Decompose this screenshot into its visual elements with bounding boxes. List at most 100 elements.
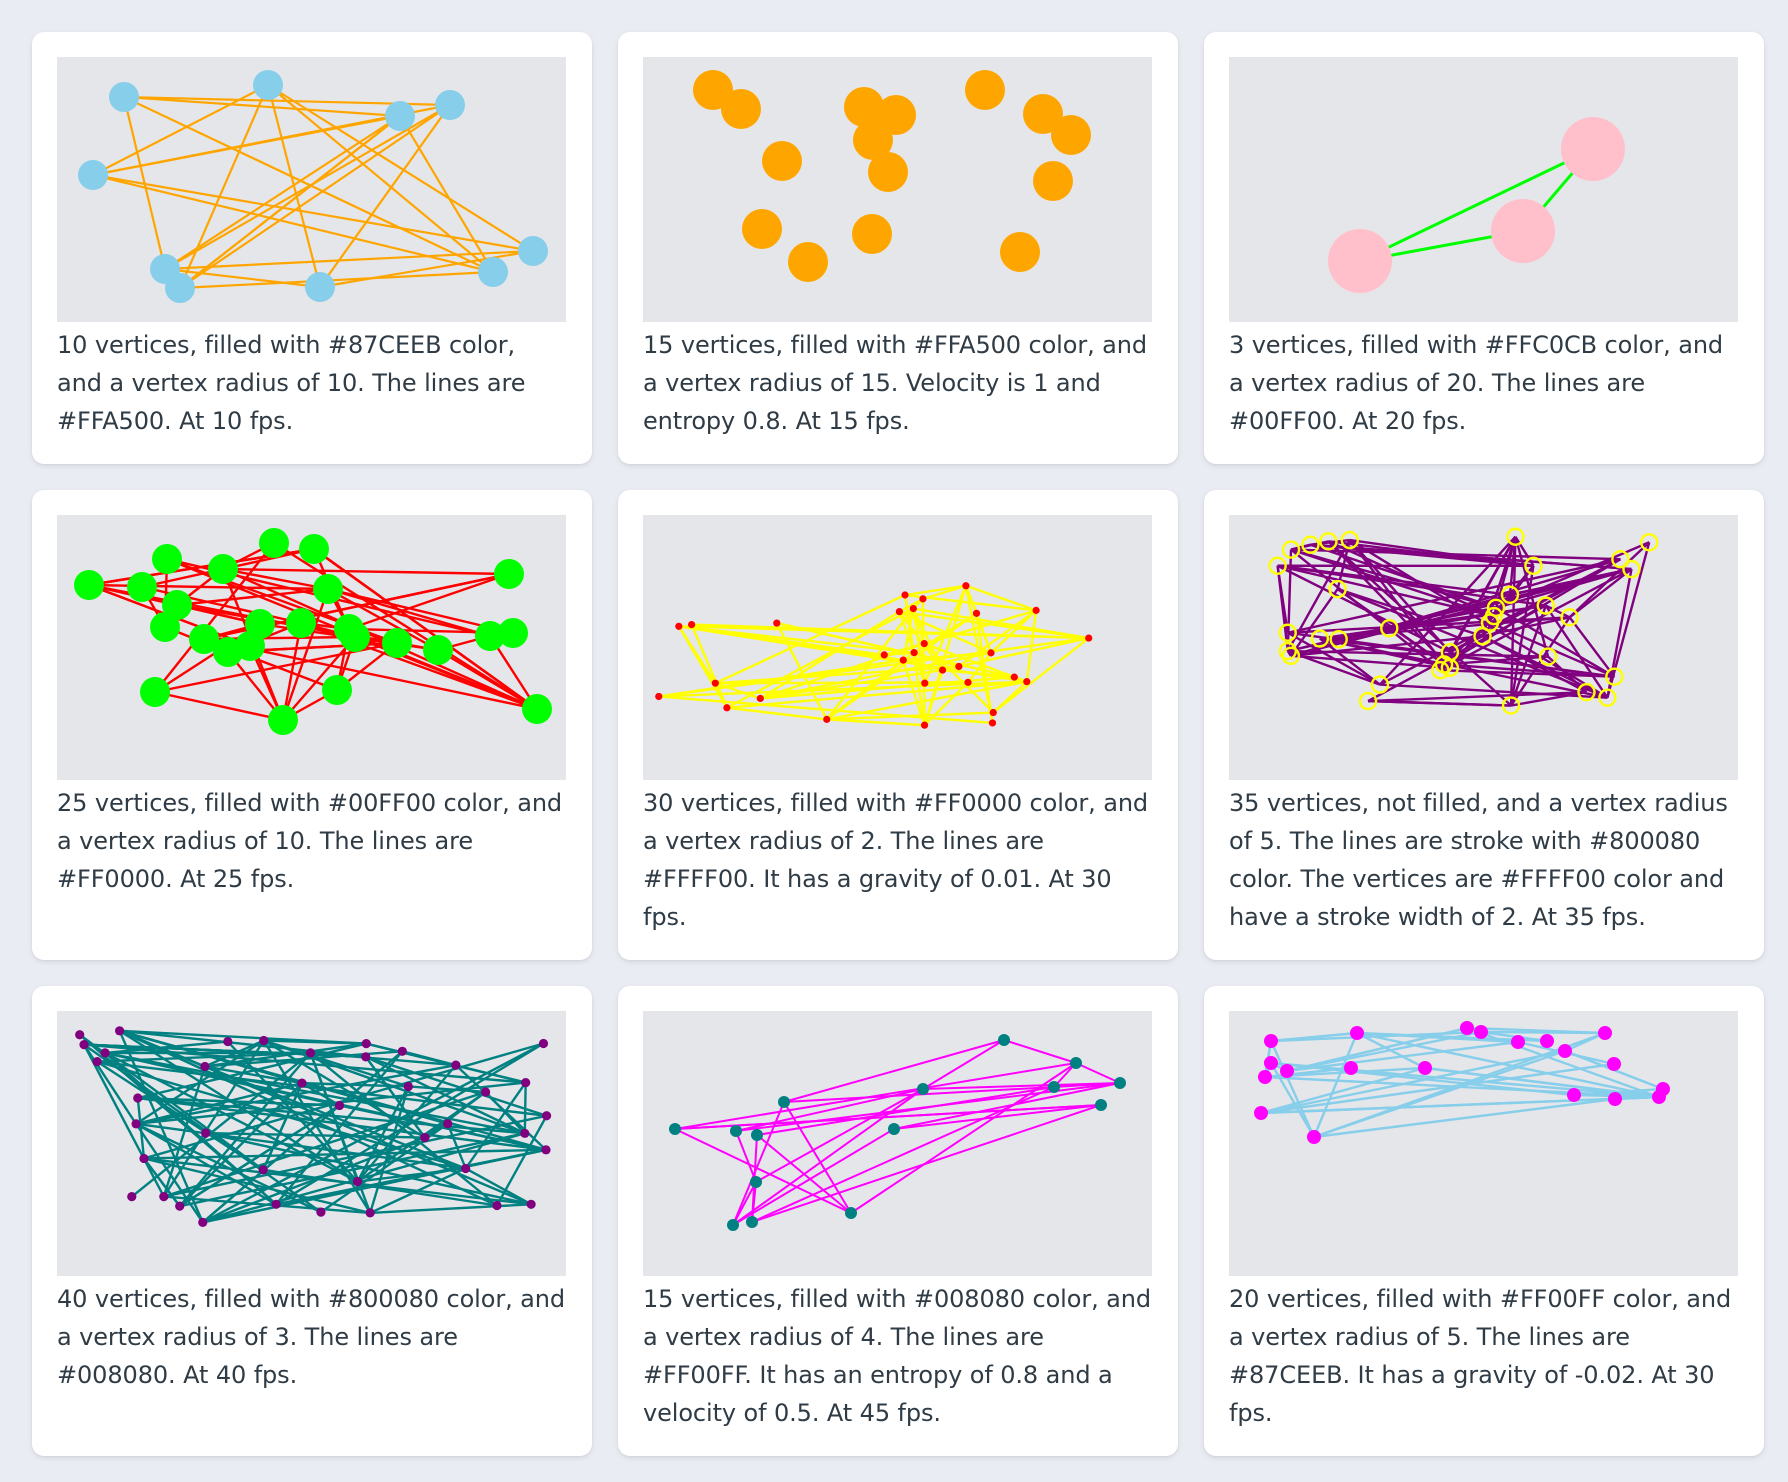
graph-svg [74,528,552,735]
graph-edge [1270,1031,1358,1043]
graph-vertex [1501,696,1521,715]
graph-vertex [140,677,170,707]
graph-card: 15 vertices, filled with #008080 color, … [618,986,1178,1456]
graph-edge [123,96,494,273]
graph-edge [123,95,401,118]
graph-vertex [742,209,782,249]
graph-edge [1337,587,1483,638]
graph-vertex [385,101,415,131]
graph-edge [267,84,534,252]
graph-vertex [492,1200,502,1211]
graph-canvas [643,1011,1152,1276]
graph-vertex [1491,199,1555,263]
graph-edge [1509,565,1535,706]
graph-vertex [1611,549,1630,569]
graph-vertex [901,591,909,599]
graph-edge [893,1082,1121,1130]
graph-svg [1328,117,1625,293]
graph-edge [898,597,924,613]
graph-edge [119,1029,303,1085]
graph-edge [942,668,1015,679]
graph-edge [732,1128,895,1226]
graph-edge [921,598,926,726]
graph-edge [78,1033,277,1206]
graph-edge [348,572,510,631]
graph-vertex [541,1145,551,1155]
graph-edge [1568,568,1633,619]
graph-vertex [998,1034,1010,1046]
graph-edge [674,1128,852,1214]
graph-vertex [1328,229,1392,293]
graph-edge [1269,1040,1316,1138]
graph-vertex [521,1077,531,1088]
graph-edge [783,1086,1055,1103]
graph-vertex [1114,1077,1126,1089]
graph-edge [674,1104,1102,1130]
graph-edge [82,1044,165,1198]
graph-edge [735,1130,757,1183]
graph-caption: 10 vertices, filled with #87CEEB color, … [57,331,526,435]
graph-edge [1356,1031,1660,1099]
graph-edge [222,567,329,591]
graph-vertex [1561,117,1625,181]
graph-vertex [299,534,329,564]
graph-vertex [1000,232,1040,272]
graph-vertex [1380,619,1399,638]
graph-edge [1289,588,1339,657]
graph-edge [143,1157,181,1207]
graph-edge [119,1029,532,1206]
graph-vertex [361,1052,371,1062]
graph-vertex [773,619,781,627]
graph-svg [693,70,1091,282]
graph-vertex [352,1176,363,1187]
graph-vertex [162,590,192,620]
graph-vertex [127,1192,137,1202]
graph-edge [726,680,1027,709]
graph-edge [1260,1049,1566,1115]
graph-caption: 40 vertices, filled with #800080 color, … [57,1285,565,1389]
graph-vertex [461,1163,471,1174]
graph-vertex [520,1128,530,1138]
graph-vertex [334,1100,345,1111]
graph-edge [726,607,914,709]
graph-canvas [57,57,566,322]
graph-vertex [1023,678,1031,686]
graph-edge [732,1181,757,1226]
graph-vertex [420,1132,430,1143]
graph-vertex [1032,606,1040,614]
graph-vertex [305,272,335,302]
graph-card: 20 vertices, filled with #FF00FF color, … [1204,986,1764,1456]
graph-vertex [423,635,453,665]
graph-edge [119,1029,367,1045]
graph-vertex [200,1061,210,1072]
graph-vertex [189,624,219,654]
graph-vertex [917,1083,929,1095]
graph-vertex [361,1039,371,1049]
graph-card: 10 vertices, filled with #87CEEB color, … [32,32,592,464]
graph-vertex [1538,647,1558,666]
graph-vertex [1281,646,1301,666]
graph-caption: 15 vertices, filled with #FFA500 color, … [643,331,1148,435]
graph-vertex [972,609,981,617]
graph-edge [222,567,510,576]
graph-edge [135,1123,204,1224]
graph-edge [135,1122,277,1206]
graph-edge [282,636,356,721]
graph-vertex [1010,673,1018,681]
graph-vertex [1358,691,1378,711]
graph-vertex [198,1217,208,1227]
graph-vertex [258,1165,268,1175]
graph-vertex [727,1219,739,1231]
graph-edge [923,681,969,727]
graph-vertex [909,604,917,613]
graph-vertex [340,622,370,652]
graph-vertex [1301,535,1320,554]
graph-vertex [778,1096,790,1108]
graph-vertex [271,1199,281,1209]
graph-edge [262,1168,498,1207]
graph-vertex [316,1207,326,1217]
graph-vertex [675,622,683,630]
graph-vertex [152,544,182,574]
graph-edge [356,1064,457,1183]
graph-edge [301,1082,341,1107]
